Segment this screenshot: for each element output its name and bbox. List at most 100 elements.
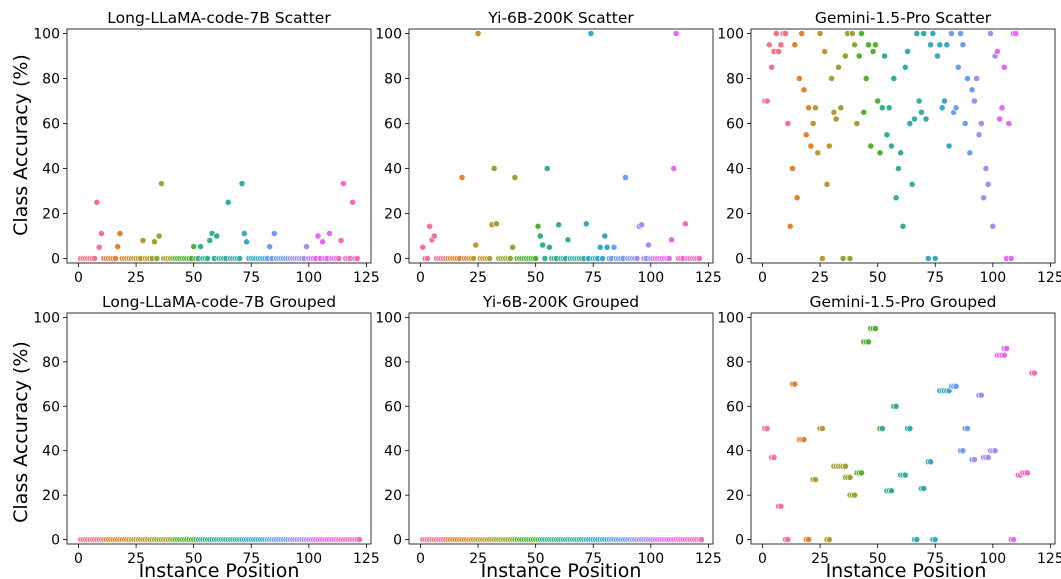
data-point (784, 120, 792, 127)
data-point (791, 41, 799, 49)
data-point (906, 120, 914, 127)
subplot-grid: Long-LLaMA-code-7B Scatter 0 20 40 60 80 100 0 2… (33, 9, 1061, 567)
subplot-6: Gemini-1.5-Pro Grouped 0 20 40 60 80 100 0 25 50 7… (717, 293, 1061, 567)
data-point (777, 41, 785, 49)
data-point (793, 194, 801, 202)
data-point (197, 243, 205, 251)
data-point (114, 243, 122, 251)
y-tick-label: 0 (51, 252, 60, 268)
data-point (303, 243, 310, 251)
data-point (874, 97, 882, 105)
data-point (860, 108, 868, 116)
data-point (587, 30, 595, 37)
data-point (555, 221, 563, 229)
data-point (959, 41, 967, 49)
x-tick-label: 25 (811, 551, 829, 567)
data-point (977, 391, 985, 399)
data-point (1000, 63, 1008, 71)
subplot-title: Yi-6B-200K Scatter (487, 9, 634, 27)
data-point (784, 536, 792, 544)
data-point (601, 232, 609, 240)
x-tick-label: 100 (295, 270, 322, 286)
data-point (883, 131, 891, 139)
data-point (532, 255, 540, 262)
data-point (821, 48, 829, 55)
data-point (1010, 536, 1017, 544)
data-point (190, 243, 198, 251)
y-tick-label: 0 (393, 252, 402, 268)
x-axis-label-middle: Instance Position (481, 560, 642, 579)
data-point (610, 243, 618, 251)
data-point (681, 220, 689, 228)
data-point (426, 222, 434, 230)
data-point (775, 48, 783, 55)
data-point (98, 230, 105, 237)
x-tick-label: 75 (242, 270, 260, 286)
data-point (541, 255, 549, 262)
data-point (947, 30, 955, 37)
data-point (917, 108, 925, 116)
data-point (270, 230, 278, 237)
data-point (668, 236, 675, 244)
data-point (945, 142, 953, 150)
subplot-1: Long-LLaMA-code-7B Scatter 0 20 40 60 80 100 0 2… (33, 9, 379, 286)
data-point (901, 471, 909, 479)
data-point (871, 41, 879, 49)
data-point (155, 232, 163, 240)
data-point (984, 180, 992, 188)
data-point (929, 30, 937, 37)
x-tick-label: 50 (185, 270, 203, 286)
data-point (486, 255, 494, 262)
data-point (151, 238, 158, 246)
data-point (800, 436, 808, 444)
data-point (204, 255, 211, 262)
x-tick-label: 100 (637, 270, 664, 286)
x-tick-label: 25 (469, 270, 487, 286)
data-point (927, 41, 935, 49)
plot-frame (66, 28, 372, 264)
data-point (770, 453, 778, 461)
y-tick-label: 60 (42, 399, 60, 415)
data-point (805, 104, 813, 112)
x-tick-label: 0 (416, 270, 425, 286)
x-tick-label: 75 (926, 551, 944, 567)
data-point (975, 131, 983, 139)
data-point (791, 380, 799, 388)
subplot-title: Gemini-1.5-Pro Scatter (815, 9, 992, 27)
subplot-2: Yi-6B-200K Scatter 0 20 40 60 80 100 0 25 50 75 100… (375, 9, 721, 286)
y-tick-label: 100 (717, 310, 744, 326)
data-point (789, 165, 796, 172)
y-tick-label: 20 (384, 207, 402, 223)
x-tick-label: 25 (811, 270, 829, 286)
data-point (798, 30, 806, 37)
x-tick-label: 125 (1037, 270, 1061, 286)
data-point (954, 63, 962, 71)
data-point (337, 237, 345, 244)
x-tick-label: 125 (695, 270, 722, 286)
x-tick-label: 0 (74, 270, 83, 286)
x-tick-label: 75 (926, 270, 944, 286)
x-tick-label: 100 (295, 551, 322, 567)
data-point (543, 165, 551, 172)
data-point (825, 536, 833, 544)
data-point (419, 243, 427, 251)
data-point (536, 232, 544, 240)
subplot-4: Long-LLaMA-code-7B Grouped 0 20 40 60 80 100 0 2… (33, 293, 379, 567)
data-point (698, 536, 705, 544)
data-point (830, 108, 838, 116)
data-point (91, 255, 99, 262)
data-point (812, 104, 819, 112)
data-point (968, 86, 976, 94)
x-tick-label: 50 (185, 551, 203, 567)
data-point (966, 149, 974, 157)
y-tick-label: 80 (384, 355, 402, 371)
x-tick-label: 25 (127, 551, 145, 567)
data-point (952, 382, 960, 390)
data-point (878, 425, 886, 432)
data-point (777, 502, 785, 510)
data-point (991, 447, 999, 455)
x-tick-label: 50 (527, 551, 545, 567)
subplot-3: Gemini-1.5-Pro Scatter 0 20 40 60 80 100 0 25 50 7… (717, 9, 1061, 286)
x-tick-label: 50 (527, 270, 545, 286)
